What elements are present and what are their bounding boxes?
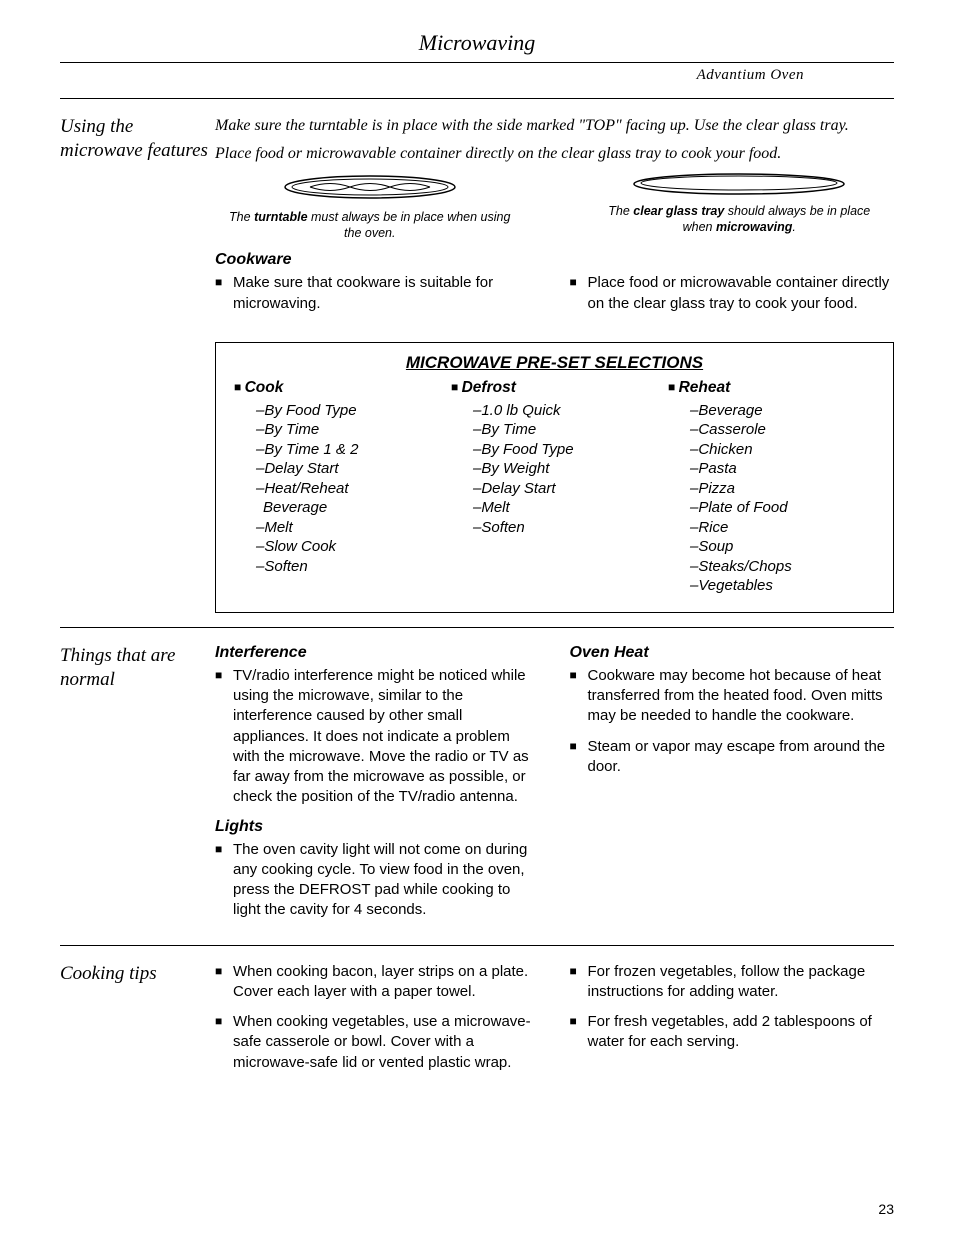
preset-box: MICROWAVE PRE-SET SELECTIONS Cook By Foo… [215,342,894,613]
preset-item: By Food Type [256,401,441,421]
preset-item: Pizza [690,479,875,499]
side-heading-features: Using the microwave features [60,115,215,613]
caption-bold: turntable [254,210,307,224]
cookware-columns: Make sure that cookware is suitable for … [215,273,894,324]
interference-bullet: TV/radio interference might be noticed w… [215,666,540,808]
preset-columns: Cook By Food Type By Time By Time 1 & 2 … [234,379,875,596]
preset-item: Vegetables [690,576,875,596]
preset-item: Delay Start [473,479,658,499]
caption-text: The [229,210,254,224]
subtitle: Advantium Oven [60,67,894,84]
preset-item: By Time 1 & 2 [256,440,441,460]
preset-item: By Food Type [473,440,658,460]
preset-item: Soften [473,518,658,538]
preset-head-defrost: Defrost [451,379,658,397]
preset-items-cook: By Food Type By Time By Time 1 & 2 Delay… [234,401,441,577]
preset-item: By Time [473,420,658,440]
preset-item: By Weight [473,459,658,479]
page-title: Microwaving [60,30,894,56]
tray-caption: The clear glass tray should always be in… [585,204,895,235]
tray-figure: The clear glass tray should always be in… [585,170,895,241]
caption-bold: clear glass tray [633,204,724,218]
preset-item: Melt [256,518,441,538]
preset-item: Chicken [690,440,875,460]
preset-items-defrost: 1.0 lb Quick By Time By Food Type By Wei… [451,401,658,538]
ovenheat-bullet: Steam or vapor may escape from around th… [570,737,895,778]
preset-item: 1.0 lb Quick [473,401,658,421]
subtitle-rule: Advantium Oven [60,62,894,84]
preset-title: MICROWAVE PRE-SET SELECTIONS [234,353,875,373]
cookware-bullet: Make sure that cookware is suitable for … [215,273,540,314]
turntable-illustration [280,170,460,204]
caption-text: . [792,220,795,234]
preset-item: By Time [256,420,441,440]
preset-head-cook: Cook [234,379,441,397]
preset-item: Beverage [690,401,875,421]
preset-col-cook: Cook By Food Type By Time By Time 1 & 2 … [234,379,441,596]
preset-item: Slow Cook [256,537,441,557]
intro-text-2: Place food or microwavable container dir… [215,143,894,165]
section-body-normal: Interference TV/radio interference might… [215,644,894,931]
ovenheat-heading: Oven Heat [570,644,895,662]
side-heading-normal: Things that are normal [60,644,215,931]
preset-items-reheat: Beverage Casserole Chicken Pasta Pizza P… [668,401,875,596]
lights-bullet: The oven cavity light will not come on d… [215,840,540,921]
caption-text: must always be in place when using the o… [308,210,511,240]
turntable-caption: The turntable must always be in place wh… [215,210,525,241]
tip-bullet: When cooking vegetables, use a microwave… [215,1012,540,1073]
preset-item: Heat/Reheat [256,479,441,499]
tip-bullet: When cooking bacon, layer strips on a pl… [215,962,540,1003]
preset-col-defrost: Defrost 1.0 lb Quick By Time By Food Typ… [451,379,658,596]
ovenheat-bullet: Cookware may become hot because of heat … [570,666,895,727]
section-using-features: Using the microwave features Make sure t… [60,98,894,613]
caption-text: The [608,204,633,218]
preset-item: Pasta [690,459,875,479]
section-body-features: Make sure the turntable is in place with… [215,115,894,613]
preset-head-reheat: Reheat [668,379,875,397]
preset-item: Rice [690,518,875,538]
section-cooking-tips: Cooking tips When cooking bacon, layer s… [60,945,894,1083]
preset-item: Plate of Food [690,498,875,518]
preset-item: Melt [473,498,658,518]
cookware-heading: Cookware [215,251,894,269]
preset-item: Beverage [256,498,441,518]
turntable-figure: The turntable must always be in place wh… [215,170,525,241]
tip-bullet: For frozen vegetables, follow the packag… [570,962,895,1003]
tray-illustration [629,170,849,198]
preset-item: Steaks/Chops [690,557,875,577]
intro-text-1: Make sure the turntable is in place with… [215,115,894,137]
caption-bold: microwaving [716,220,792,234]
page-number: 23 [878,1201,894,1217]
preset-item: Soup [690,537,875,557]
section-normal: Things that are normal Interference TV/r… [60,627,894,931]
preset-item: Casserole [690,420,875,440]
cookware-bullet: Place food or microwavable container dir… [570,273,895,314]
interference-heading: Interference [215,644,540,662]
lights-heading: Lights [215,818,540,836]
preset-col-reheat: Reheat Beverage Casserole Chicken Pasta … [668,379,875,596]
side-heading-tips: Cooking tips [60,962,215,1083]
preset-item: Soften [256,557,441,577]
section-body-tips: When cooking bacon, layer strips on a pl… [215,962,894,1083]
image-row: The turntable must always be in place wh… [215,170,894,241]
preset-item: Delay Start [256,459,441,479]
tip-bullet: For fresh vegetables, add 2 tablespoons … [570,1012,895,1053]
